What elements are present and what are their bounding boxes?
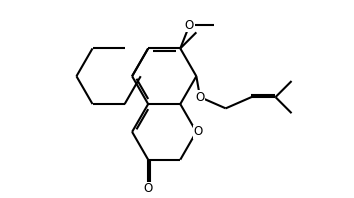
Text: O: O — [143, 182, 153, 195]
Text: O: O — [185, 19, 194, 32]
Text: O: O — [194, 125, 203, 138]
Text: O: O — [195, 91, 205, 104]
